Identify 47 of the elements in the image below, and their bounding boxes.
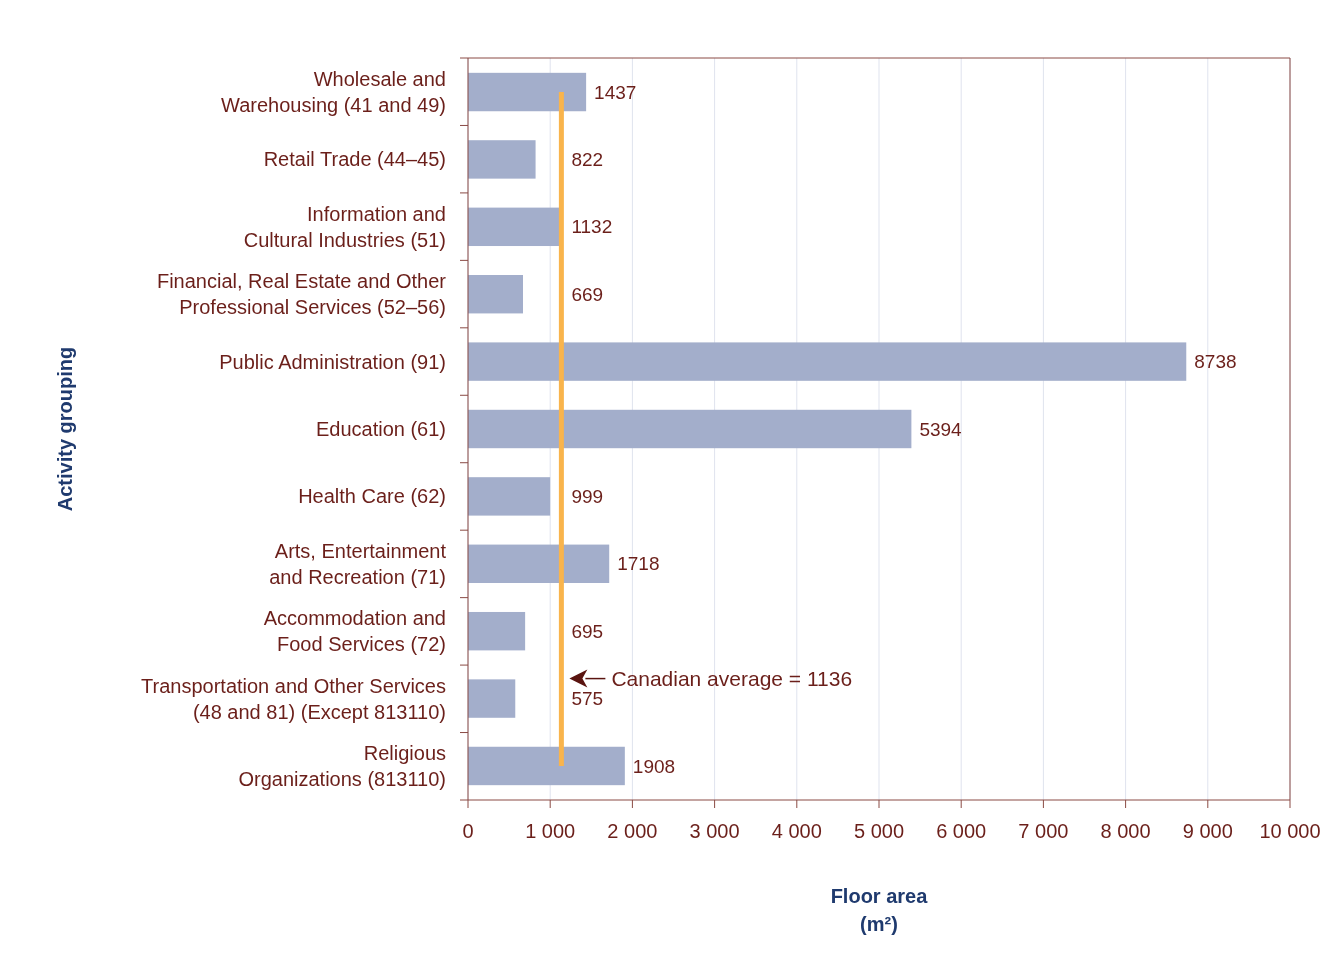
- y-tick-label: Retail Trade (44–45): [263, 148, 446, 171]
- y-tick-label: Health Care (62): [298, 485, 446, 508]
- bar: [468, 746, 625, 786]
- x-tick-label: 3 000: [689, 820, 740, 842]
- y-tick-label: Financial, Real Estate and Other Professional Services (52–56): [156, 270, 447, 319]
- y-tick-label: Arts, Entertainment and Recreation (71): [269, 539, 447, 588]
- bar: [468, 72, 587, 112]
- bar: [468, 477, 551, 516]
- y-axis-title: Activity grouping: [54, 346, 76, 512]
- data-label: 1437: [594, 81, 637, 103]
- bar: [468, 409, 912, 449]
- x-tick-label: 2 000: [607, 820, 658, 842]
- data-label: 8738: [1194, 351, 1237, 373]
- x-tick-label: 0: [462, 820, 474, 842]
- bar: [468, 207, 562, 247]
- bar: [468, 544, 610, 583]
- x-tick-label: 10 000: [1259, 820, 1321, 842]
- data-label: 822: [571, 149, 604, 171]
- bar: [468, 679, 516, 718]
- data-label: 669: [571, 283, 604, 305]
- y-tick-label: Wholesale and Warehousing (41 and 49): [221, 68, 446, 117]
- y-tick-label: Accommodation and Food Services (72): [263, 607, 446, 656]
- y-tick-label: Religious Organizations (813110): [238, 741, 446, 790]
- bar: [468, 611, 526, 651]
- y-tick-label: Public Administration (91): [219, 350, 446, 373]
- bar: [468, 275, 523, 314]
- data-label: 695: [571, 620, 604, 642]
- x-tick-label: 7 000: [1018, 820, 1069, 842]
- y-tick-label: Information and Cultural Industries (51): [243, 202, 446, 251]
- data-label: 1132: [571, 216, 613, 238]
- x-tick-label: 8 000: [1100, 820, 1151, 842]
- ref-line-label: Canadian average = 1136: [611, 666, 853, 690]
- x-tick-label: 4 000: [771, 820, 822, 842]
- x-tick-label: 5 000: [853, 820, 905, 842]
- data-label: 5394: [919, 418, 963, 440]
- data-label: 1908: [632, 755, 676, 777]
- y-tick-label: Transportation and Other Services (48 and 81) (Except 813110): [141, 674, 446, 723]
- y-tick-label: Education (61): [315, 418, 446, 440]
- data-label: 1718: [617, 553, 660, 575]
- bar: [468, 342, 1187, 381]
- x-tick-label: 9 000: [1182, 820, 1233, 842]
- x-tick-label: 1 000: [525, 820, 576, 842]
- x-tick-label: 6 000: [936, 820, 987, 842]
- x-axis-title: Floor area (m²): [830, 885, 929, 935]
- data-label: 999: [571, 486, 604, 508]
- bar: [468, 140, 536, 179]
- data-label: 575: [571, 688, 604, 710]
